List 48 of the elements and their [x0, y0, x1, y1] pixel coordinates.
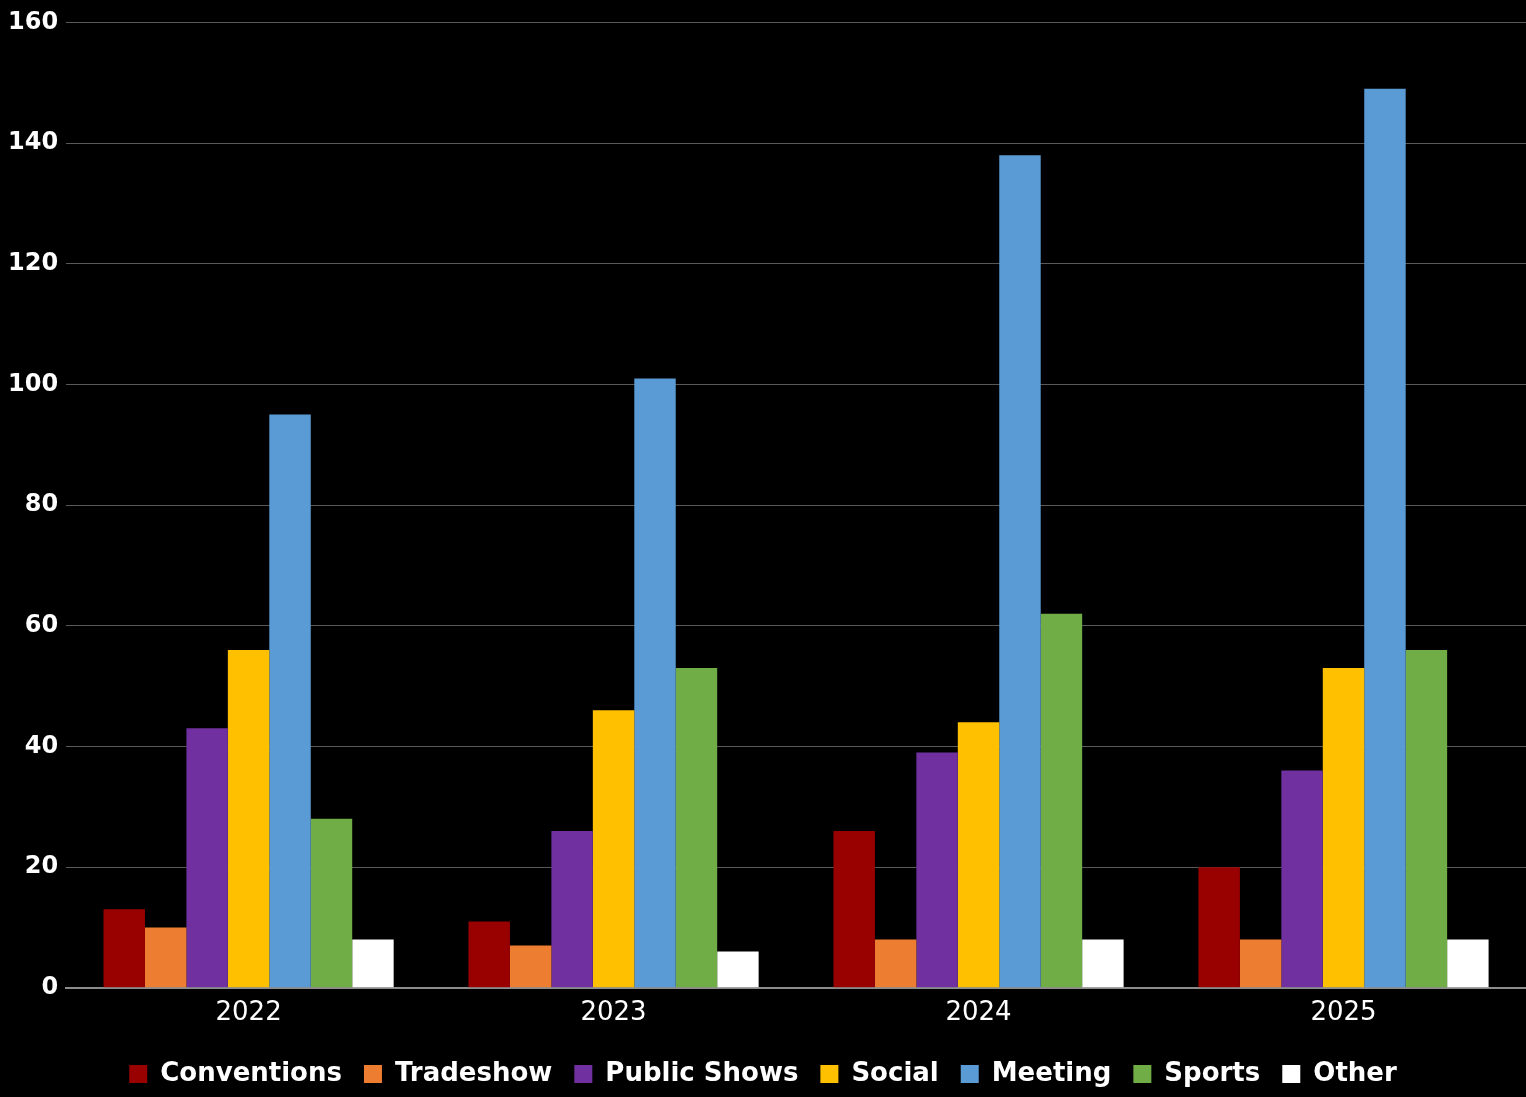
bar: [592, 710, 635, 988]
bar: [1040, 613, 1083, 988]
bar: [227, 649, 270, 988]
bar: [833, 830, 875, 988]
bar: [144, 927, 187, 988]
y-tick-label: 100: [7, 368, 59, 397]
bar: [634, 378, 676, 988]
y-tick-label: 60: [24, 610, 59, 639]
bar: [1281, 770, 1323, 988]
y-tick-label: 80: [24, 489, 59, 518]
bar: [186, 728, 228, 988]
bar: [1198, 867, 1240, 988]
x-tick-label: 2022: [215, 996, 282, 1027]
bar: [957, 722, 1000, 988]
y-tick-label: 160: [7, 6, 59, 35]
legend-label: Public Shows: [605, 1056, 799, 1087]
y-tick-label: 20: [24, 851, 59, 880]
legend-label: Tradeshow: [394, 1056, 553, 1087]
bar: [352, 939, 394, 988]
bar: [1322, 668, 1365, 988]
bar: [551, 830, 593, 988]
bar: [1447, 939, 1489, 988]
legend-label: Other: [1313, 1056, 1397, 1087]
legend-label: Social: [851, 1056, 939, 1087]
bar: [1082, 939, 1124, 988]
legend-label: Conventions: [160, 1056, 342, 1087]
x-tick-label: 2025: [1310, 996, 1377, 1027]
y-tick-label: 120: [7, 247, 59, 276]
bar: [1239, 939, 1282, 988]
bar: [1405, 649, 1448, 988]
bar: [103, 909, 145, 988]
bar: [1364, 88, 1406, 988]
legend-label: Sports: [1164, 1056, 1261, 1087]
bar: [675, 668, 718, 988]
y-tick-label: 140: [7, 127, 59, 156]
bar: [509, 945, 552, 988]
y-tick-label: 0: [41, 972, 59, 1001]
bar: [999, 155, 1041, 988]
x-tick-label: 2024: [945, 996, 1012, 1027]
bar: [717, 951, 759, 988]
bar: [468, 921, 510, 988]
bar: [916, 752, 958, 988]
bar: [269, 414, 311, 988]
bar: [874, 939, 917, 988]
y-tick-label: 40: [24, 730, 59, 759]
legend-label: Meeting: [991, 1056, 1112, 1087]
bar: [310, 818, 353, 988]
x-tick-label: 2023: [580, 996, 647, 1027]
